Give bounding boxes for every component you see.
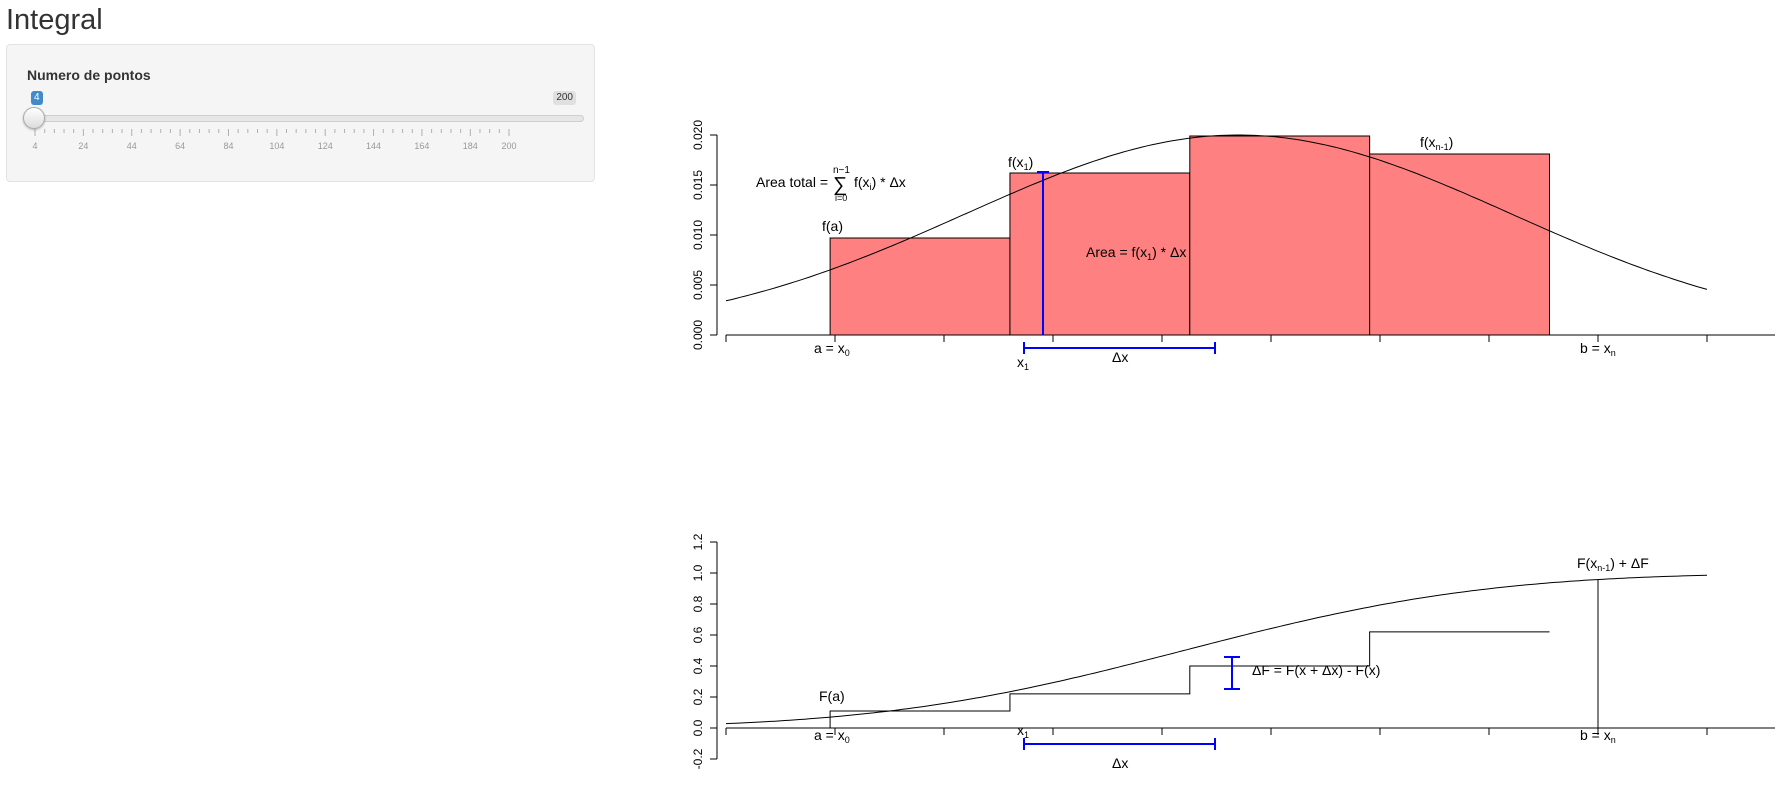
slider-max-badge: 200: [553, 91, 576, 105]
cumulative-steps: [829, 631, 1550, 728]
slider-tick-label: 144: [366, 141, 381, 151]
sum-upper: n−1: [833, 165, 850, 176]
slider-tick-label: 200: [501, 141, 516, 151]
page-title: Integral: [6, 4, 103, 36]
y-tick-label: 0.010: [691, 220, 705, 250]
slider-tick-label: 104: [269, 141, 284, 151]
slider-tick-label: 84: [223, 141, 233, 151]
riemann-sum-plot: 0.000 0.005 0.010 0.015 0.020 Area total = ∑…: [691, 120, 1775, 372]
slider-tick-label: 164: [414, 141, 429, 151]
b-label: b = xn: [1580, 340, 1616, 358]
riemann-bar: [1369, 153, 1551, 336]
y-tick-label: 0.015: [691, 170, 705, 200]
a-label: a = x0: [814, 727, 850, 745]
slider-tick-label: 24: [78, 141, 88, 151]
b-label: b = xn: [1580, 727, 1616, 745]
dx-label: Δx: [1112, 755, 1128, 771]
y-tick-label: 0.0: [691, 719, 705, 736]
riemann-bar: [1189, 135, 1371, 336]
riemann-bar: [1009, 172, 1191, 336]
y-tick-label: 0.6: [691, 626, 705, 643]
slider-tick-label: 44: [127, 141, 137, 151]
y-tick-label: 0.2: [691, 688, 705, 705]
y-tick-label: 0.8: [691, 595, 705, 612]
y-tick-label: 1.0: [691, 564, 705, 581]
bottom-axes: -0.2 0.0 0.2 0.4 0.6 0.8 1.0 1.2: [691, 533, 1775, 769]
control-panel: Numero de pontos 4 200 4 24 44 64 84 104 124 14…: [6, 44, 595, 182]
density-curve: [725, 134, 1708, 302]
sum-body: f(xi) * Δx: [854, 174, 906, 192]
sum-lower: i=0: [835, 193, 847, 203]
y-tick-label: 0.4: [691, 657, 705, 674]
f-xn1-label: f(xn-1): [1420, 134, 1453, 152]
dx-label: Δx: [1112, 349, 1128, 365]
slider-label: Numero de pontos: [27, 67, 151, 83]
F-a-label: F(a): [819, 688, 845, 704]
y-tick-label: 0.005: [691, 270, 705, 300]
cdf-curve: [725, 574, 1708, 725]
sum-symbol: ∑: [833, 174, 847, 196]
slider-ticks: 4 24 44 64 84 104 124 144 164 184 200: [32, 129, 517, 151]
x1-label: x1: [1017, 354, 1029, 372]
y-tick-label: -0.2: [691, 748, 705, 769]
dF-label: ΔF = F(x + Δx) - F(x): [1252, 662, 1380, 678]
riemann-bar: [829, 237, 1011, 336]
f-a-label: f(a): [822, 218, 843, 234]
slider-tick-label: 184: [463, 141, 478, 151]
y-tick-label: 0.020: [691, 120, 705, 150]
slider-tick-label: 64: [175, 141, 185, 151]
cumulative-step-line: [829, 631, 1550, 728]
slider-handle[interactable]: [23, 107, 45, 129]
a-label: a = x0: [814, 340, 850, 358]
y-tick-label: 0.000: [691, 320, 705, 350]
slider-tick-label: 124: [318, 141, 333, 151]
slider-value-badge: 4: [31, 91, 43, 105]
cumulative-plot: -0.2 0.0 0.2 0.4 0.6 0.8 1.0 1.2 F(a) F(xn-1) +…: [691, 533, 1775, 771]
area-total-label: Area total =: [756, 174, 828, 190]
y-tick-label: 1.2: [691, 533, 705, 550]
F-end-label: F(xn-1) + ΔF: [1577, 555, 1649, 573]
slider-tick-label: 4: [32, 141, 37, 151]
area-label: Area = f(x1) * Δx: [1086, 244, 1186, 262]
x1-label: x1: [1017, 722, 1029, 740]
top-bars: [829, 135, 1551, 336]
f-x1-label: f(x1): [1008, 154, 1033, 172]
